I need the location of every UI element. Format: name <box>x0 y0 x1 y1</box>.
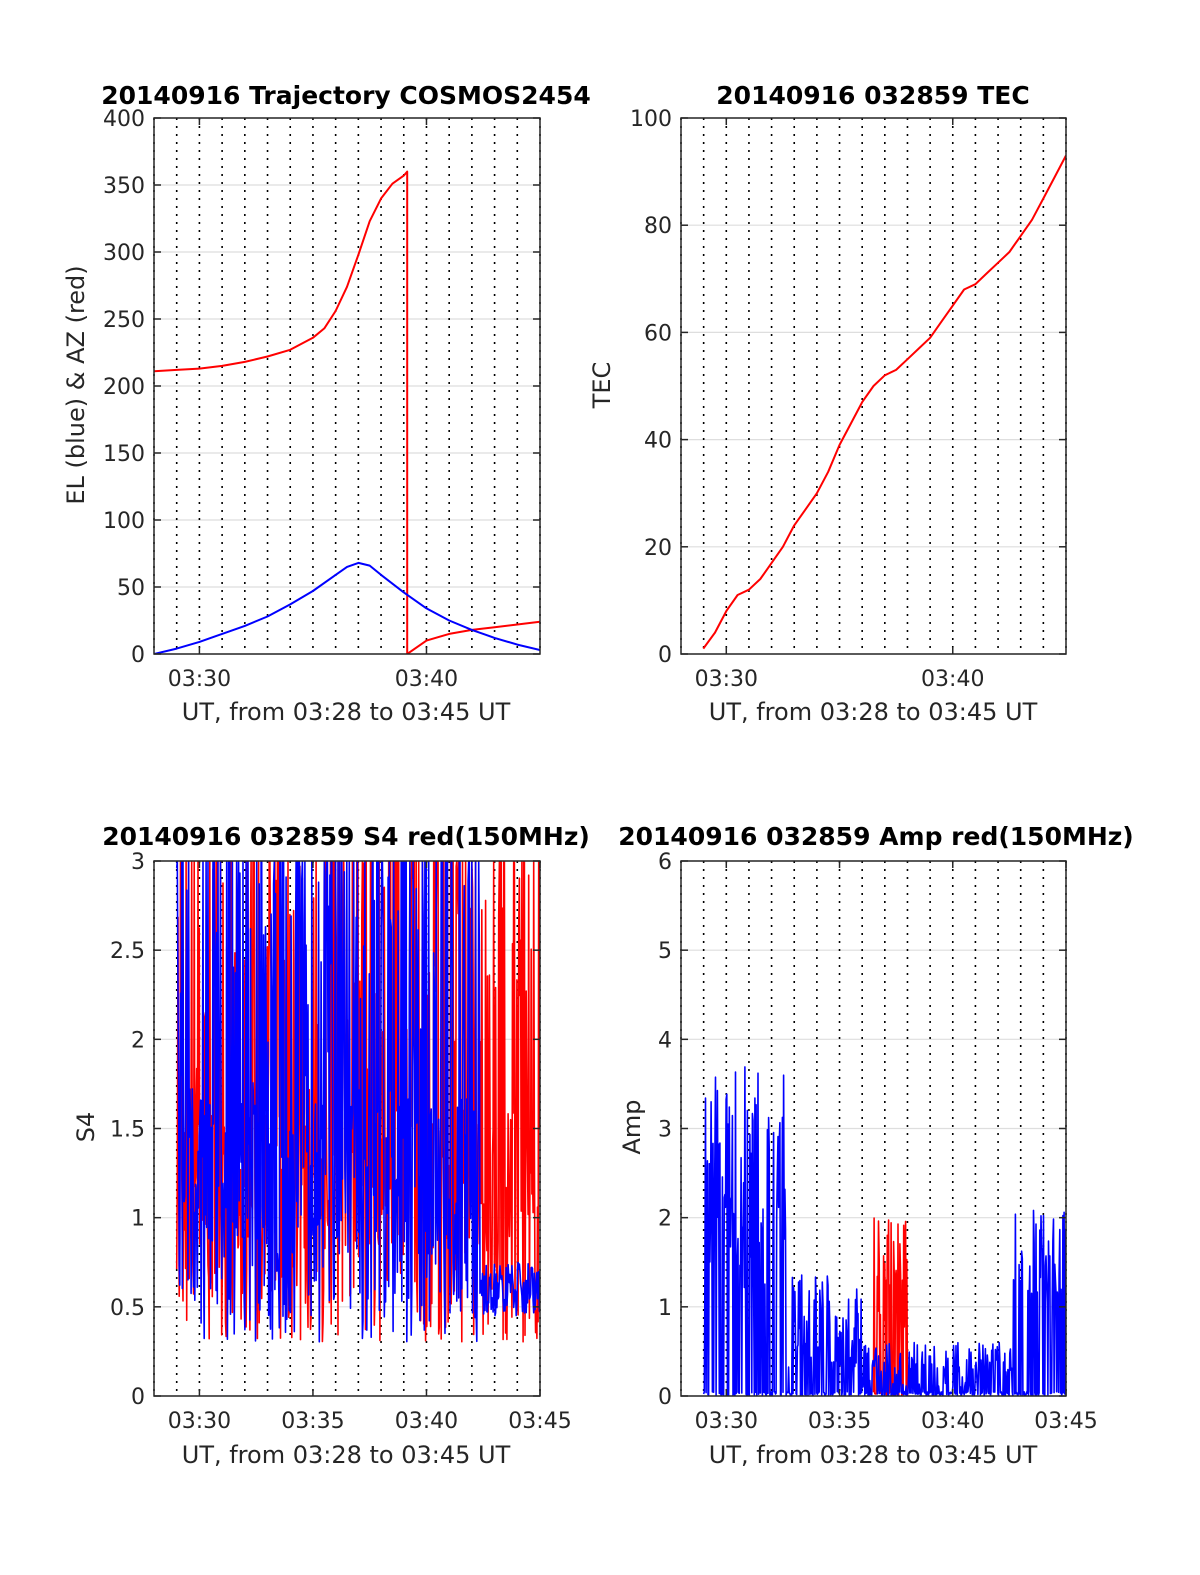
panel-title: 20140916 032859 TEC <box>716 81 1029 110</box>
series-line <box>175 861 540 1343</box>
x-tick-label: 03:30 <box>695 667 758 692</box>
x-tick-label: 03:40 <box>395 1409 458 1434</box>
x-axis-label: UT, from 03:28 to 03:45 UT <box>709 698 1038 726</box>
y-axis-label: S4 <box>72 1112 100 1143</box>
tec-panel: 20140916 032859 TEC 0 20 40 60 80 100 03:30 03:… <box>588 81 1067 726</box>
y-tick-label: 50 <box>117 576 145 601</box>
x-tick-label: 03:45 <box>508 1409 571 1434</box>
plot-area <box>702 1066 1066 1396</box>
axes: 0 1 2 3 4 5 6 03:30 03:35 03:40 03:45 <box>658 850 1098 1434</box>
y-tick-label: 5 <box>658 939 672 964</box>
y-tick-label: 150 <box>103 442 145 467</box>
y-tick-label: 0.5 <box>110 1296 145 1321</box>
y-tick-label: 100 <box>103 509 145 534</box>
y-tick-label: 0 <box>131 643 145 668</box>
x-tick-label: 03:35 <box>281 1409 344 1434</box>
y-tick-label: 0 <box>658 643 672 668</box>
x-tick-label: 03:40 <box>921 667 984 692</box>
plot-area <box>702 155 1066 650</box>
panel-title: 20140916 032859 Amp red(150MHz) <box>618 822 1134 851</box>
x-tick-label: 03:30 <box>168 667 231 692</box>
grid <box>153 117 541 655</box>
y-tick-label: 2 <box>658 1207 672 1232</box>
panel-title: 20140916 Trajectory COSMOS2454 <box>101 81 591 110</box>
y-tick-label: 1 <box>658 1296 672 1321</box>
y-axis-label: Amp <box>618 1099 646 1154</box>
x-axis-label: UT, from 03:28 to 03:45 UT <box>709 1441 1038 1469</box>
y-tick-label: 350 <box>103 174 145 199</box>
y-tick-label: 100 <box>630 107 672 132</box>
series-line <box>154 170 540 654</box>
y-tick-label: 60 <box>644 321 672 346</box>
x-tick-label: 03:40 <box>921 1409 984 1434</box>
x-tick-label: 03:30 <box>168 1409 231 1434</box>
y-tick-label: 1 <box>131 1207 145 1232</box>
x-tick-label: 03:30 <box>695 1409 758 1434</box>
y-tick-label: 40 <box>644 429 672 454</box>
y-tick-label: 2.5 <box>110 939 145 964</box>
plot-area <box>175 861 540 1343</box>
y-tick-label: 200 <box>103 375 145 400</box>
panel-title: 20140916 032859 S4 red(150MHz) <box>102 822 590 851</box>
y-tick-label: 3 <box>658 1118 672 1143</box>
y-tick-label: 3 <box>131 850 145 875</box>
x-tick-label: 03:45 <box>1034 1409 1097 1434</box>
x-axis-label: UT, from 03:28 to 03:45 UT <box>182 698 511 726</box>
y-tick-label: 2 <box>131 1028 145 1053</box>
axes: 0 0.5 1 1.5 2 2.5 3 03:30 03:35 03:40 03:45 <box>110 850 572 1434</box>
y-tick-label: 0 <box>131 1385 145 1410</box>
plot-area <box>154 170 540 654</box>
y-tick-label: 300 <box>103 241 145 266</box>
axes: 0 50 100 150 200 250 300 350 400 03:30 03:40 <box>103 107 540 692</box>
y-tick-label: 80 <box>644 214 672 239</box>
amp-panel: 20140916 032859 Amp red(150MHz) 01234560… <box>618 822 1134 1469</box>
x-tick-label: 03:35 <box>808 1409 871 1434</box>
axes-frame <box>680 117 1067 655</box>
y-tick-label: 4 <box>658 1028 672 1053</box>
y-tick-label: 400 <box>103 107 145 132</box>
y-tick-label: 1.5 <box>110 1118 145 1143</box>
x-axis-label: UT, from 03:28 to 03:45 UT <box>182 1441 511 1469</box>
y-axis-label: TEC <box>588 362 616 410</box>
y-tick-label: 6 <box>658 850 672 875</box>
s4-panel: 20140916 032859 S4 red(150MHz) 0 0.5 1 1.5 2… <box>72 822 590 1469</box>
series-line <box>702 155 1066 650</box>
x-tick-label: 03:40 <box>395 667 458 692</box>
y-tick-label: 0 <box>658 1385 672 1410</box>
y-axis-label: EL (blue) & AZ (red) <box>62 265 90 504</box>
y-tick-label: 20 <box>644 536 672 561</box>
series-line <box>154 561 540 654</box>
trajectory-panel: 20140916 Trajectory COSMOS2454 0 50 100 150… <box>62 81 591 726</box>
axes: 0 20 40 60 80 100 03:30 03:40 <box>630 107 1066 692</box>
y-tick-label: 250 <box>103 308 145 333</box>
